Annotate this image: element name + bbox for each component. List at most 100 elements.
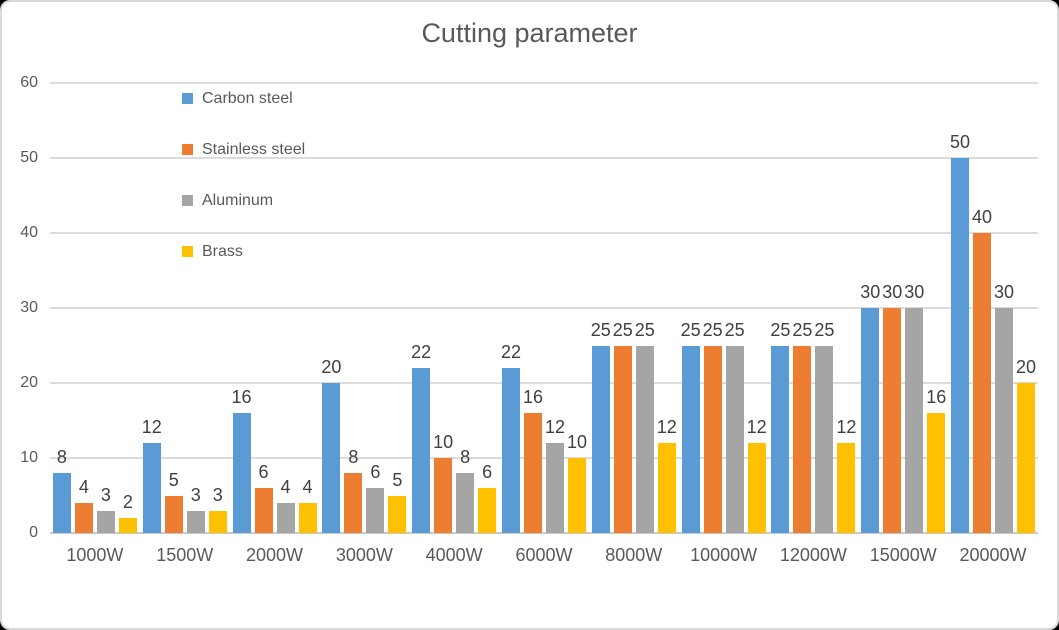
gridline (50, 382, 1038, 384)
bar: 5 (164, 471, 183, 533)
x-axis-category-label: 10000W (690, 545, 758, 565)
bar-value-label: 12 (544, 417, 565, 437)
x-axis-category-label: 1500W (156, 545, 214, 565)
bar: 20 (321, 358, 341, 533)
legend-item: Stainless steel (182, 141, 305, 158)
bar-value-label: 12 (746, 417, 767, 437)
bar: 25 (635, 321, 655, 533)
bar-value-label: 4 (302, 477, 313, 497)
legend-swatch (182, 195, 193, 206)
bar-group: 22 10 8 6 (409, 83, 499, 533)
bar-group: 25 25 25 12 (679, 83, 769, 533)
bar-group: 20 8 6 5 (319, 83, 409, 533)
y-axis-tick-label: 50 (20, 149, 38, 166)
bar-value-label: 4 (78, 477, 89, 497)
bar: 12 (142, 418, 162, 533)
bar-value-label: 5 (168, 469, 179, 490)
bar-value-label: 10 (566, 432, 587, 452)
bar-value-label: 40 (972, 207, 993, 227)
bar: 30 (904, 283, 924, 533)
bar: 4 (74, 478, 93, 533)
bar: 16 (232, 388, 252, 533)
bar-value-label: 16 (522, 387, 543, 407)
x-axis-category-label: 3000W (335, 545, 393, 565)
bar-group: 50 40 30 20 (948, 83, 1038, 533)
bar: 3 (96, 486, 115, 533)
bars-layer: 8 4 3 2 12 5 3 3 16 6 4 4 20 8 6 5 22 10 8 6 22 16 12 10 25 25 25 1… (50, 83, 1038, 533)
bar: 8 (52, 448, 71, 533)
bar: 8 (456, 448, 475, 533)
plot-area: 0 10 20 30 40 50 60 8 4 3 2 12 5 3 3 16 6 4 4 20 8 6 5 22 10 8 6 2… (20, 74, 1038, 541)
bar-value-label: 16 (926, 387, 947, 407)
bar: 3 (186, 486, 205, 533)
bar: 25 (770, 321, 790, 533)
x-axis-line (50, 532, 1038, 534)
bar: 25 (591, 321, 611, 533)
bar-value-label: 20 (321, 357, 342, 377)
bar: 30 (860, 283, 880, 533)
bar-value-label: 22 (500, 342, 521, 362)
bar-value-label: 25 (702, 319, 723, 340)
bar: 25 (703, 321, 723, 533)
bar-value-label: 6 (258, 462, 269, 482)
bar-group: 12 5 3 3 (140, 83, 230, 533)
legend-item: Carbon steel (182, 90, 305, 107)
bar: 2 (118, 493, 137, 533)
legend-label: Carbon steel (202, 90, 293, 107)
legend-swatch (182, 144, 193, 155)
bar-value-label: 6 (370, 462, 381, 482)
y-axis-tick-label: 0 (29, 524, 38, 541)
bar-value-label: 25 (770, 319, 791, 340)
bar-value-label: 4 (280, 477, 291, 497)
bar-value-label: 8 (460, 447, 471, 467)
x-axis-category-label: 20000W (959, 545, 1027, 565)
bar-value-label: 20 (1016, 357, 1037, 377)
bar: 4 (298, 478, 317, 533)
bar: 12 (657, 418, 677, 533)
bar-value-label: 25 (792, 319, 813, 340)
bar-value-label: 30 (882, 282, 903, 302)
bar: 4 (276, 478, 295, 533)
bar: 3 (208, 486, 227, 533)
x-axis-category-label: 2000W (246, 545, 304, 565)
bar-value-label: 25 (724, 319, 745, 340)
bar: 16 (523, 388, 543, 533)
bar-value-label: 12 (656, 417, 677, 437)
bar: 12 (747, 418, 767, 533)
x-axis-category-label: 1000W (66, 545, 124, 565)
bar: 5 (388, 471, 407, 533)
bar-value-label: 25 (590, 319, 611, 340)
bar: 6 (254, 463, 273, 533)
bar-value-label: 25 (680, 319, 701, 340)
bar-value-label: 50 (950, 132, 971, 152)
bar: 25 (681, 321, 701, 533)
bar-value-label: 30 (904, 282, 925, 302)
x-axis-category-label: 12000W (779, 545, 847, 565)
bar: 12 (836, 418, 856, 533)
x-axis-category-label: 8000W (605, 545, 663, 565)
bar-value-label: 3 (212, 484, 223, 505)
bar: 30 (882, 283, 902, 533)
bar-value-label: 6 (482, 462, 493, 482)
bar: 10 (433, 433, 453, 533)
bar-value-label: 25 (634, 319, 655, 340)
legend-swatch (182, 246, 193, 257)
legend-label: Aluminum (202, 192, 274, 209)
bar-group: 30 30 30 16 (858, 83, 948, 533)
gridline (50, 457, 1038, 459)
bar-group: 25 25 25 12 (769, 83, 859, 533)
chart-title: Cutting parameter (421, 18, 638, 48)
bar: 30 (994, 283, 1014, 533)
legend: Carbon steel Stainless steel Aluminum Brass (182, 90, 305, 260)
bar: 25 (792, 321, 812, 533)
bar-value-label: 30 (994, 282, 1015, 302)
bar: 50 (950, 133, 970, 533)
bar: 8 (344, 448, 363, 533)
bar: 10 (567, 433, 587, 533)
gridline (50, 157, 1038, 159)
y-axis-tick-label: 30 (20, 299, 38, 316)
x-axis-category-label: 6000W (515, 545, 573, 565)
bar-value-label: 22 (411, 342, 432, 362)
bar-value-label: 2 (122, 492, 133, 512)
